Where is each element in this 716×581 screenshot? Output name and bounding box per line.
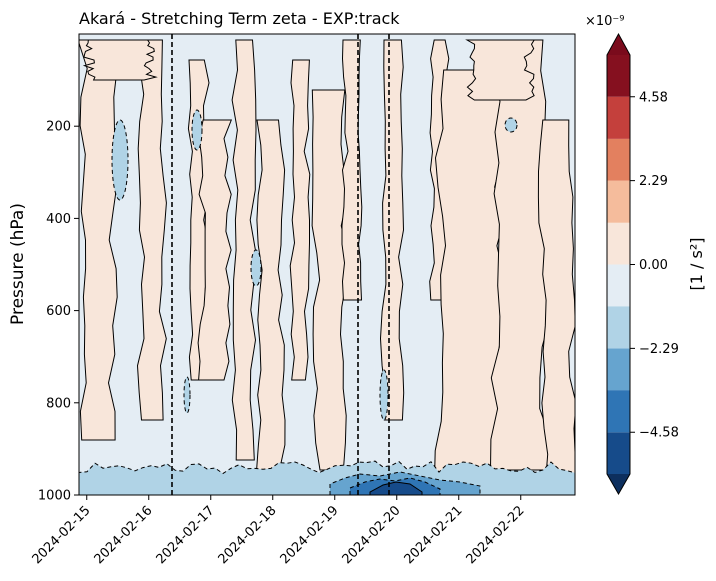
y-tick-label: 1000 [38,489,71,504]
y-tick-label: 600 [46,304,71,319]
y-axis: 200 400 600 800 1000 [38,120,79,504]
colorbar-tick-label: 4.58 [639,90,668,105]
chart-title: Akará - Stretching Term zeta - EXP:track [79,9,400,28]
negative-contour [379,369,389,421]
colorbar-segment [607,348,630,391]
positive-contour-regions [79,39,575,481]
x-axis: 2024-02-152024-02-162024-02-172024-02-18… [30,495,528,567]
x-tick-label: 2024-02-17 [154,503,218,567]
colorbar-outline [606,32,631,496]
positive-contour [537,119,575,481]
contour-plot-area [79,34,575,495]
x-tick-label: 2024-02-22 [464,503,528,567]
colorbar-label: [1 / s²] [687,238,706,291]
colorbar-segment [607,138,630,181]
x-tick-label: 2024-02-18 [216,503,280,567]
colorbar-segment [607,55,630,97]
x-tick-label: 2024-02-21 [402,503,466,567]
y-tick-label: 800 [46,396,71,411]
positive-contour [289,59,311,381]
negative-contour [250,249,262,287]
x-tick-label: 2024-02-15 [30,503,94,567]
colorbar-extend-high [607,34,630,55]
colorbar-segment [607,96,630,139]
colorbar-segment [607,222,630,265]
colorbar-tick-label: 2.29 [639,174,668,189]
x-tick-label: 2024-02-19 [278,503,342,567]
colorbar-multiplier: ×10⁻⁹ [585,14,625,29]
negative-contour [111,119,129,201]
negative-contour [183,376,191,414]
x-tick-label: 2024-02-16 [92,503,156,567]
colorbar-tick-label: −2.29 [639,342,679,357]
plot-frame [78,33,576,496]
negative-contour [504,117,518,133]
positive-contour [341,39,363,301]
positive-contour [231,39,257,461]
colorbar-segment [607,432,630,474]
colorbar-extend-low [607,474,630,494]
colorbar-segment [607,264,630,307]
y-tick-label: 400 [46,212,71,227]
positive-contour [379,39,405,421]
positive-contour [433,69,506,481]
positive-contour [197,119,233,381]
positive-contour [136,39,167,421]
positive-contour [465,39,536,101]
positive-contour [82,39,158,81]
colorbar-segment [607,306,630,349]
colorbar-segment [607,390,630,433]
colorbar-tick-label: −4.58 [639,426,679,441]
negative-contour [191,109,203,151]
x-tick-label: 2024-02-20 [340,503,404,567]
colorbar-tick-label: 0.00 [639,258,668,273]
event-markers [171,34,390,495]
colorbar: −4.58 −2.29 0.00 2.29 4.58 [606,32,679,496]
y-axis-label: Pressure (hPa) [8,203,28,325]
colorbar-segment [607,180,630,223]
y-tick-label: 200 [46,120,71,135]
